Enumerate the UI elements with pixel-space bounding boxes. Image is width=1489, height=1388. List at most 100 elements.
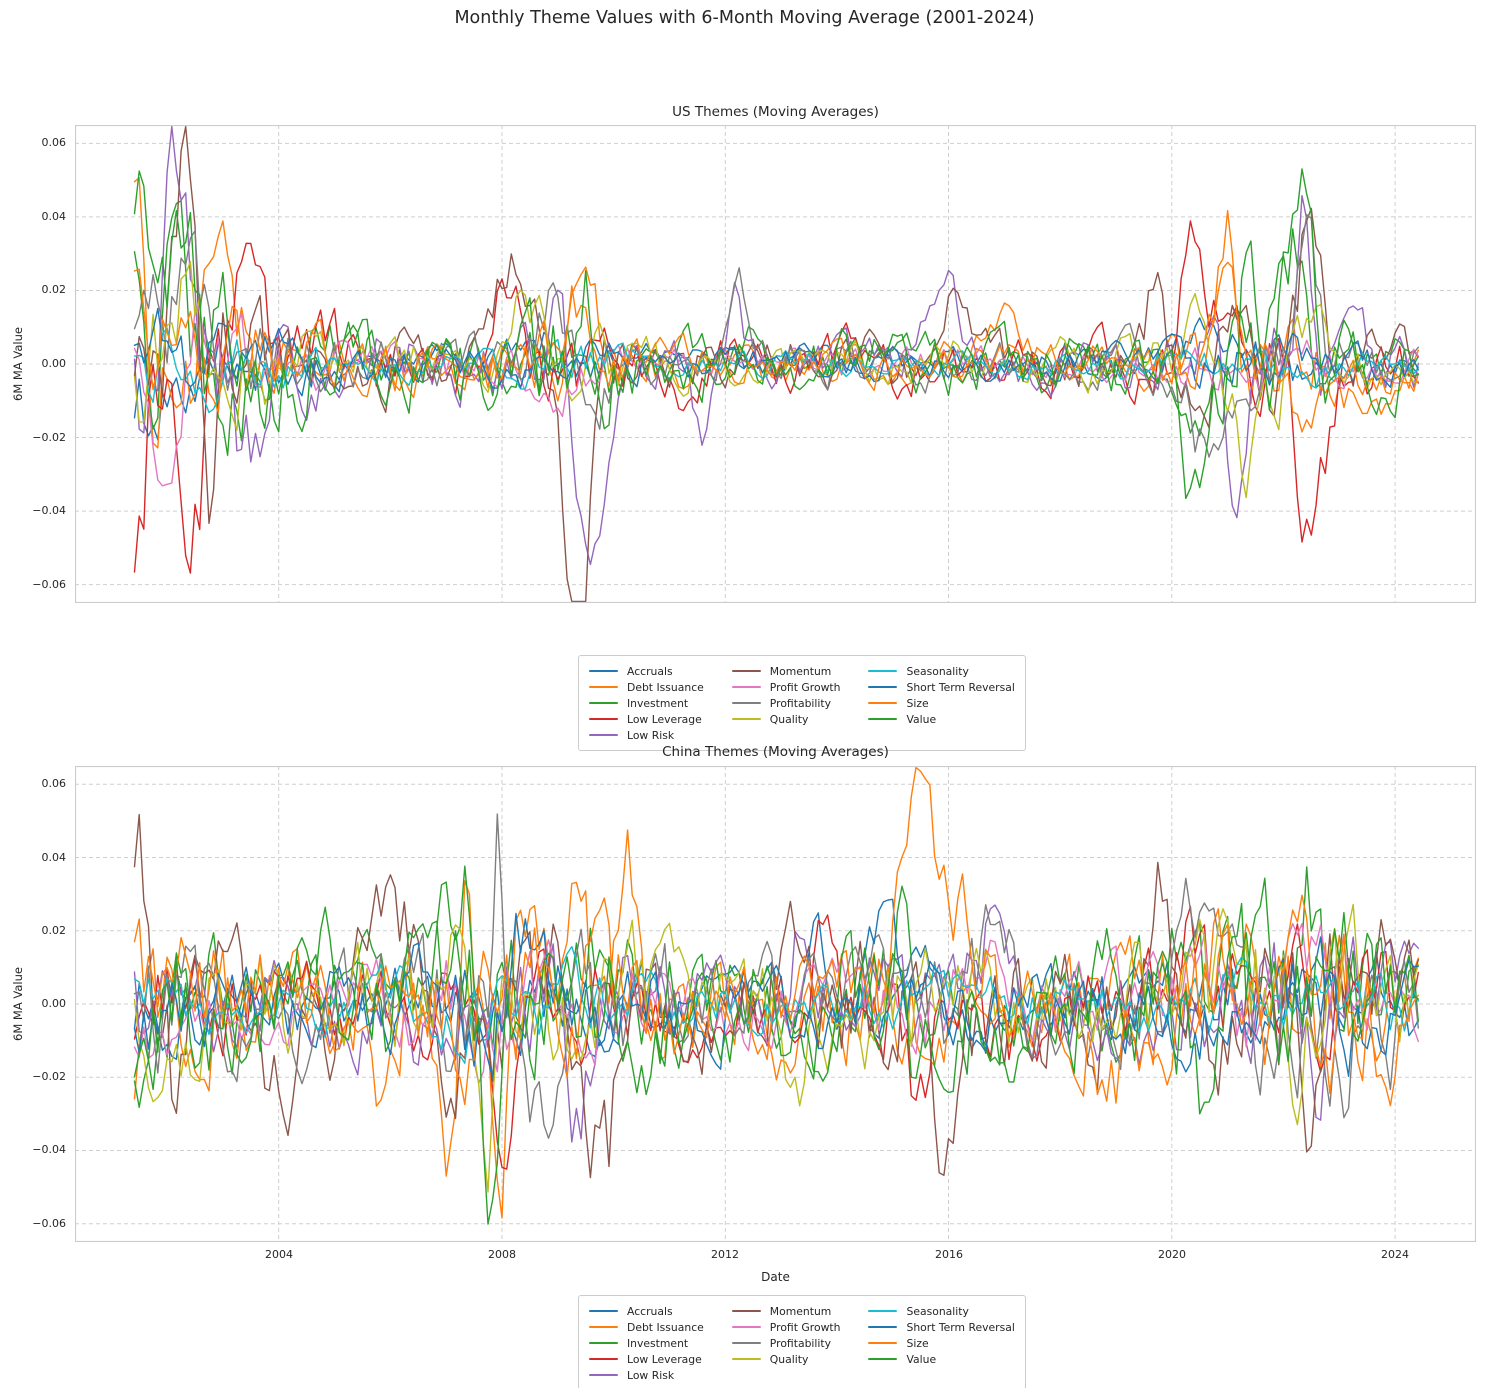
legend-label: Low Leverage	[627, 712, 702, 726]
legend-item: Profitability	[731, 1335, 841, 1351]
legend-label: Low Risk	[627, 728, 675, 742]
y-tick-label: 0.02	[41, 924, 67, 937]
legend-label: Short Term Reversal	[906, 680, 1015, 694]
figure-suptitle: Monthly Theme Values with 6-Month Moving…	[454, 8, 1035, 28]
x-axis-label: Date	[761, 1270, 790, 1284]
legend-label: Accruals	[627, 664, 673, 678]
plot-frame	[75, 125, 1476, 603]
legend-line-swatch	[731, 685, 761, 689]
legend-label: Accruals	[627, 1304, 673, 1318]
series-line-quality	[133, 260, 1420, 499]
y-tick-label: −0.04	[32, 504, 66, 517]
legend-item: Quality	[731, 711, 841, 727]
legend-column: Seasonality Short Term Reversal Size Value	[868, 1303, 1015, 1383]
china-chart-plot	[75, 766, 1476, 1242]
legend-label: Profit Growth	[769, 1320, 841, 1334]
legend-line-swatch	[589, 1373, 618, 1377]
legend-line-swatch	[731, 1325, 761, 1329]
legend-line-swatch	[731, 1357, 761, 1361]
x-tick-label: 2016	[935, 1248, 963, 1261]
x-tick-label: 2008	[488, 1248, 516, 1261]
us-chart-plot	[75, 125, 1476, 603]
legend-item: Debt Issuance	[589, 679, 704, 695]
y-tick-label: 0.06	[41, 136, 67, 149]
legend-label: Value	[906, 1352, 937, 1366]
legend-label: Quality	[769, 1352, 809, 1366]
legend-line-swatch	[868, 701, 898, 705]
legend-label: Size	[906, 696, 929, 710]
series-line-investment	[133, 865, 1420, 1108]
legend-line-swatch	[731, 717, 761, 721]
legend-line-swatch	[731, 1341, 761, 1345]
legend-line-swatch	[589, 701, 618, 705]
x-tick-label: 2024	[1381, 1248, 1409, 1261]
legend-line-swatch	[731, 701, 761, 705]
series-line-debt-issuance	[133, 177, 1420, 449]
legend-label: Profitability	[769, 1336, 832, 1350]
y-tick-label: −0.02	[32, 431, 66, 444]
series-line-value	[133, 877, 1420, 1225]
legend-line-swatch	[589, 717, 618, 721]
y-tick-label: 0.04	[41, 210, 67, 223]
legend-line-swatch	[868, 685, 898, 689]
legend-label: Investment	[627, 696, 689, 710]
legend-label: Profit Growth	[769, 680, 841, 694]
legend-item: Quality	[731, 1351, 841, 1367]
series-line-size	[133, 261, 1420, 433]
legend-line-swatch	[868, 669, 898, 673]
y-tick-label: 0.00	[41, 357, 67, 370]
series-line-value	[133, 168, 1420, 500]
legend-item: Low Risk	[589, 727, 704, 743]
legend-item: Short Term Reversal	[868, 1319, 1015, 1335]
y-tick-label: 0.04	[41, 851, 67, 864]
legend-item: Size	[868, 695, 1014, 711]
legend-line-swatch	[589, 685, 618, 689]
legend-item: Low Leverage	[589, 711, 704, 727]
series-line-low-leverage	[133, 905, 1420, 1170]
legend-item: Value	[868, 1351, 1014, 1367]
legend-item: Size	[868, 1335, 1014, 1351]
y-tick-label: 0.06	[41, 777, 67, 790]
series-line-low-leverage	[133, 220, 1420, 574]
y-tick-label: −0.04	[32, 1143, 66, 1156]
series-line-short-term-reversal	[133, 307, 1420, 393]
legend-line-swatch	[589, 1341, 618, 1345]
legend-label: Profitability	[769, 696, 832, 710]
series-line-low-risk	[133, 904, 1420, 1143]
legend-item: Low Risk	[589, 1367, 704, 1383]
legend-item: Investment	[589, 1335, 704, 1351]
legend-label: Debt Issuance	[627, 680, 704, 694]
y-tick-label: 0.00	[41, 997, 67, 1010]
series-line-seasonality	[133, 327, 1420, 414]
legend-line-swatch	[589, 669, 618, 673]
legend-label: Quality	[769, 712, 809, 726]
series-line-low-risk	[133, 125, 1420, 566]
legend-item: Momentum	[731, 663, 841, 679]
legend-line-swatch	[731, 669, 761, 673]
legend-line-swatch	[868, 1341, 898, 1345]
legend-label: Momentum	[769, 1304, 832, 1318]
legend-item: Debt Issuance	[589, 1319, 704, 1335]
x-tick-label: 2020	[1158, 1248, 1186, 1261]
plot-frame	[75, 766, 1476, 1242]
legend-label: Seasonality	[906, 664, 969, 678]
series-line-size	[133, 766, 1420, 1107]
china-legend: Accruals Debt Issuance Investment Low Lever…	[578, 1295, 1026, 1388]
legend-column: Accruals Debt Issuance Investment Low Lever…	[589, 663, 704, 743]
legend-line-swatch	[589, 1309, 618, 1313]
series-line-short-term-reversal	[133, 898, 1420, 1079]
legend-item: Seasonality	[868, 1303, 1014, 1319]
legend-label: Debt Issuance	[627, 1320, 704, 1334]
legend-item: Investment	[589, 695, 704, 711]
legend-label: Low Risk	[627, 1368, 675, 1382]
legend-item: Profitability	[731, 695, 841, 711]
legend-column: Momentum Profit Growth Profitability Qualit…	[731, 663, 841, 743]
legend-line-swatch	[589, 733, 618, 737]
legend-label: Low Leverage	[627, 1352, 702, 1366]
y-tick-label: −0.06	[32, 578, 66, 591]
legend-label: Size	[906, 1336, 929, 1350]
legend-column: Accruals Debt Issuance Investment Low Lever…	[589, 1303, 704, 1383]
y-tick-label: −0.06	[32, 1217, 66, 1230]
legend-column: Momentum Profit Growth Profitability Qualit…	[731, 1303, 841, 1383]
